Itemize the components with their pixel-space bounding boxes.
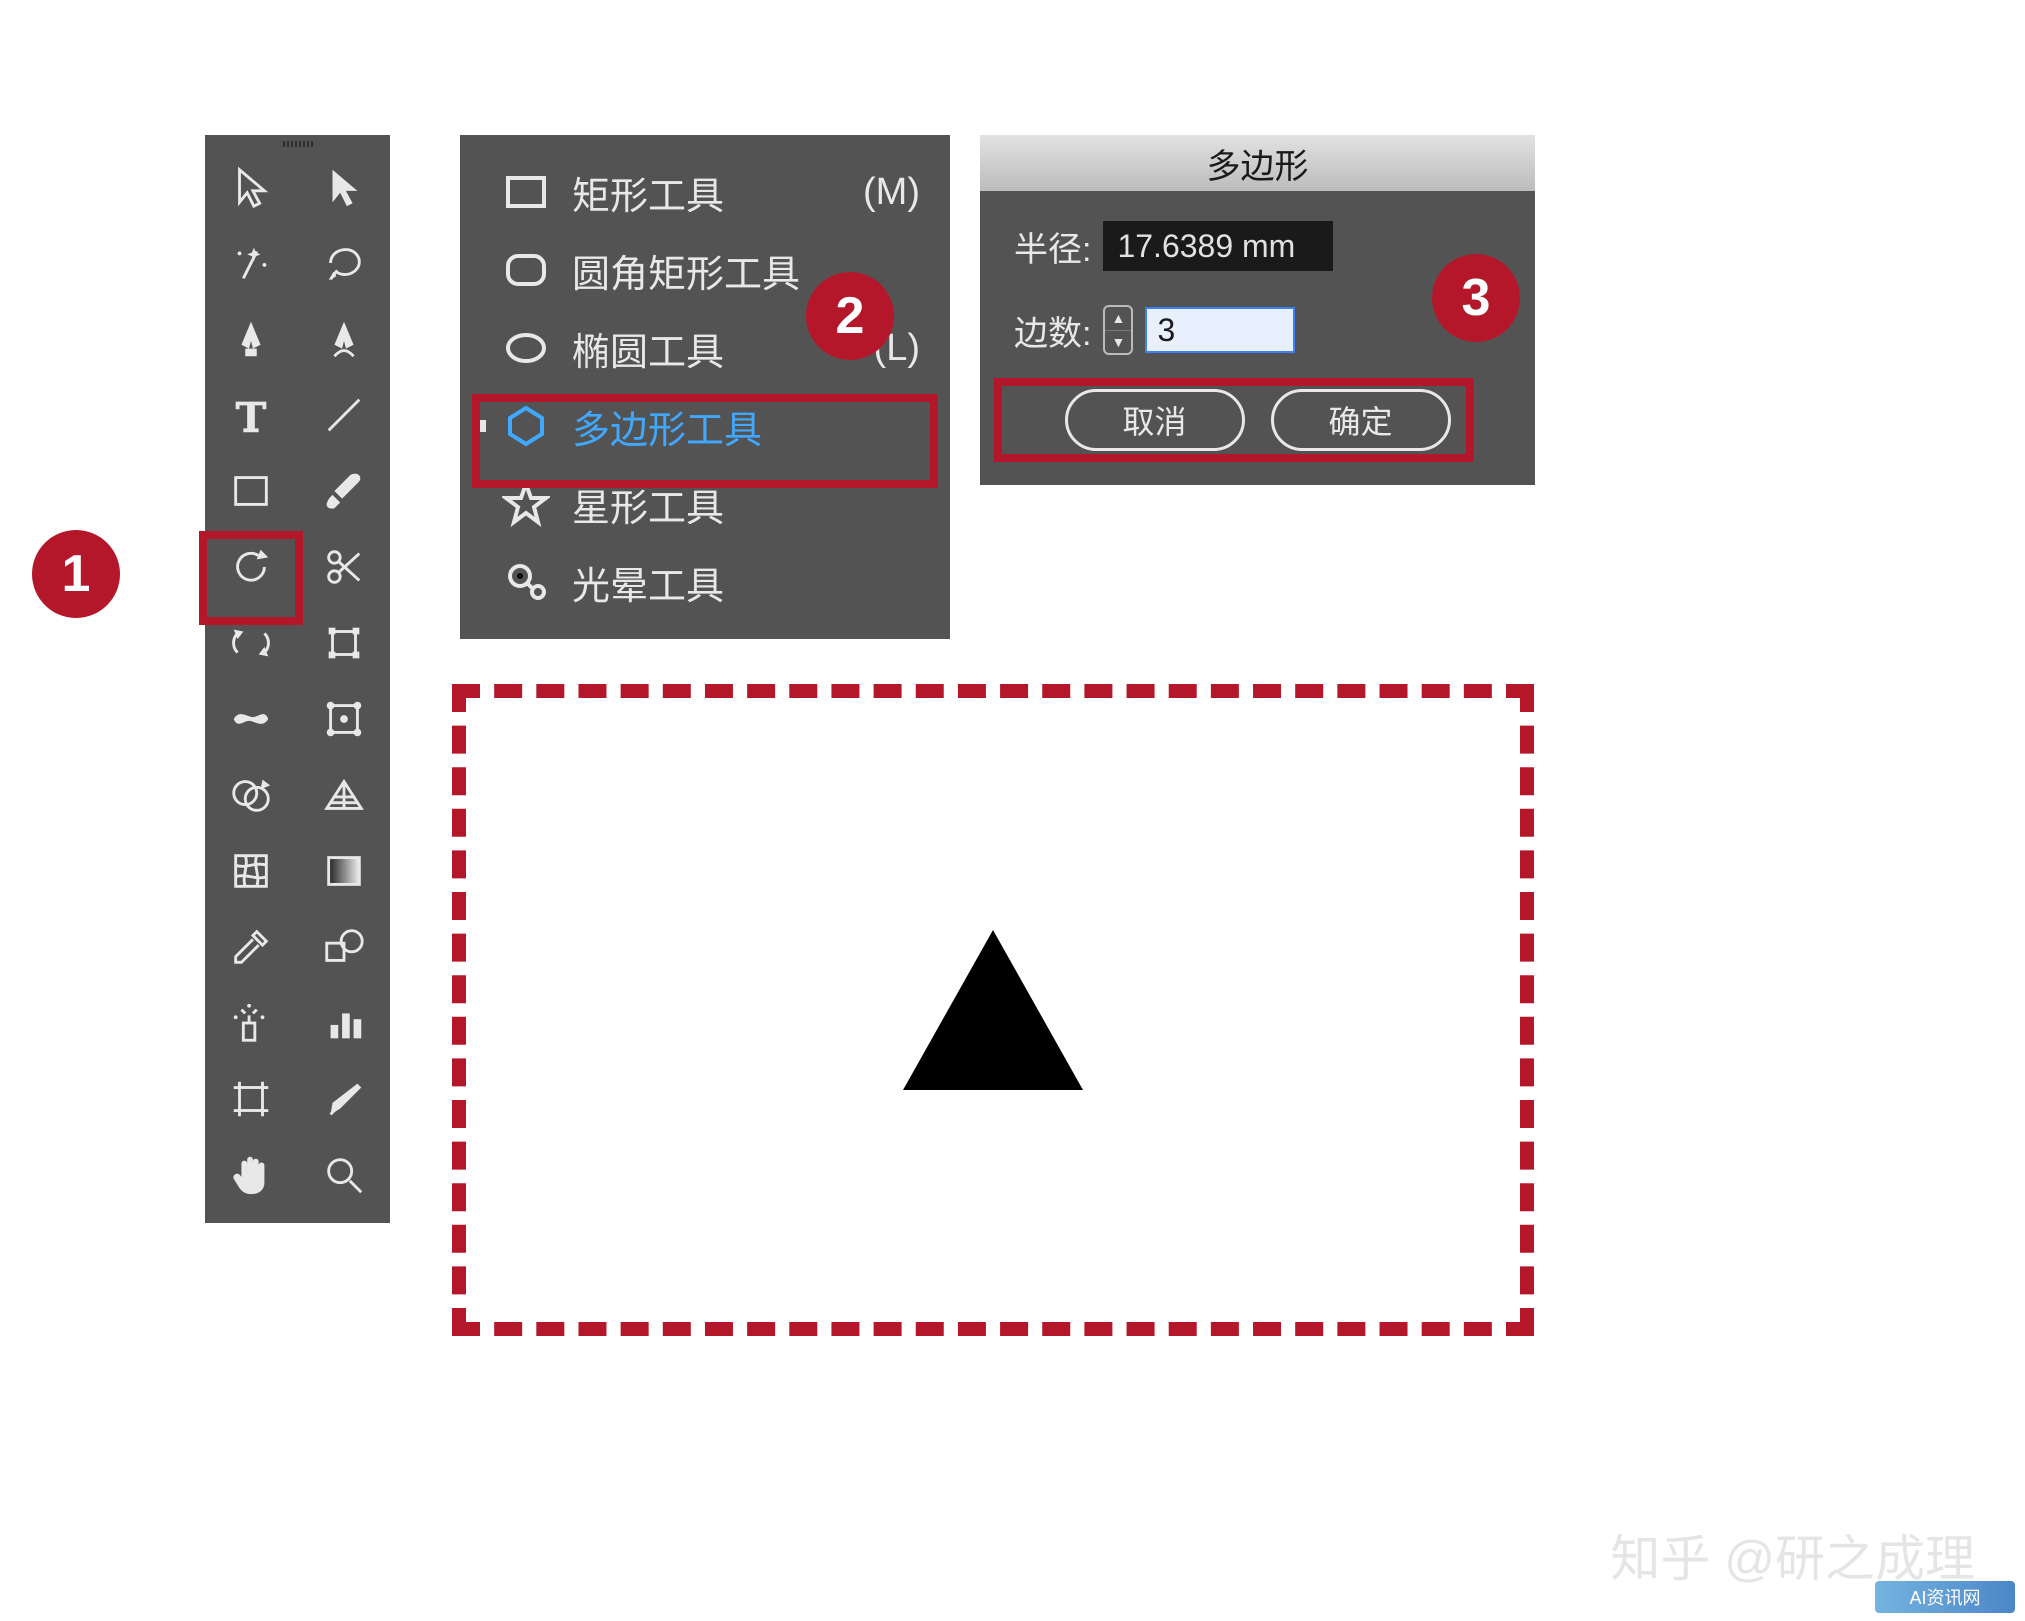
perspective-grid-tool[interactable]: [298, 757, 391, 833]
radius-field: 半径: 17.6389 mm: [1014, 221, 1501, 271]
shape-tool-flyout: 矩形工具 (M) 圆角矩形工具 椭圆工具 (L) 多边形工具 星形工具 光晕工具: [460, 135, 950, 639]
symbol-sprayer-tool[interactable]: [205, 985, 298, 1061]
stepper-up-icon[interactable]: ▲: [1105, 307, 1131, 331]
tools-panel: [205, 135, 390, 1223]
flyout-label: 星形工具: [572, 477, 950, 532]
mesh-tool[interactable]: [205, 833, 298, 909]
panel-grip[interactable]: [205, 135, 390, 149]
lasso-tool[interactable]: [298, 225, 391, 301]
line-segment-tool[interactable]: [298, 377, 391, 453]
shape-builder-tool[interactable]: [205, 757, 298, 833]
result-canvas: [452, 684, 1534, 1336]
step-badge-3: 3: [1432, 254, 1520, 342]
rectangle-tool[interactable]: [205, 453, 298, 529]
scissors-tool[interactable]: [298, 529, 391, 605]
step-badge-2: 2: [806, 272, 894, 360]
selection-tool[interactable]: [205, 149, 298, 225]
dialog-title: 多边形: [980, 135, 1535, 191]
flyout-rectangle[interactable]: 矩形工具 (M): [460, 153, 950, 231]
puppet-warp-tool[interactable]: [298, 681, 391, 757]
sides-label: 边数:: [1014, 306, 1091, 355]
column-graph-tool[interactable]: [298, 985, 391, 1061]
artboard-tool[interactable]: [205, 1061, 298, 1137]
width-tool[interactable]: [205, 681, 298, 757]
rotate-tool[interactable]: [205, 529, 298, 605]
direct-selection-tool[interactable]: [298, 149, 391, 225]
magic-wand-tool[interactable]: [205, 225, 298, 301]
type-tool[interactable]: [205, 377, 298, 453]
flyout-label: 矩形工具: [572, 165, 841, 220]
sides-input[interactable]: 3: [1145, 307, 1295, 353]
sides-field: 边数: ▲ ▼ 3: [1014, 305, 1501, 355]
flyout-polygon[interactable]: 多边形工具: [460, 387, 950, 465]
sides-stepper[interactable]: ▲ ▼: [1103, 305, 1133, 355]
triangle-shape: [893, 920, 1093, 1100]
reflect-tool[interactable]: [205, 605, 298, 681]
watermark-badge: AI资讯网: [1875, 1581, 2015, 1613]
hand-tool[interactable]: [205, 1137, 298, 1213]
gradient-tool[interactable]: [298, 833, 391, 909]
flyout-shortcut: (M): [863, 171, 950, 214]
pen-tool[interactable]: [205, 301, 298, 377]
slice-tool[interactable]: [298, 1061, 391, 1137]
free-transform-tool[interactable]: [298, 605, 391, 681]
zoom-tool[interactable]: [298, 1137, 391, 1213]
ok-button[interactable]: 确定: [1271, 389, 1451, 451]
flyout-flare[interactable]: 光晕工具: [460, 543, 950, 621]
step-badge-1: 1: [32, 530, 120, 618]
blend-tool[interactable]: [298, 909, 391, 985]
flyout-star[interactable]: 星形工具: [460, 465, 950, 543]
curvature-tool[interactable]: [298, 301, 391, 377]
radius-label: 半径:: [1014, 222, 1091, 271]
cancel-button[interactable]: 取消: [1065, 389, 1245, 451]
flyout-label: 光晕工具: [572, 555, 950, 610]
flyout-label: 多边形工具: [572, 399, 898, 454]
selected-indicator: [474, 420, 486, 432]
eyedropper-tool[interactable]: [205, 909, 298, 985]
paintbrush-tool[interactable]: [298, 453, 391, 529]
radius-input[interactable]: 17.6389 mm: [1103, 221, 1333, 271]
stepper-down-icon[interactable]: ▼: [1105, 331, 1131, 354]
